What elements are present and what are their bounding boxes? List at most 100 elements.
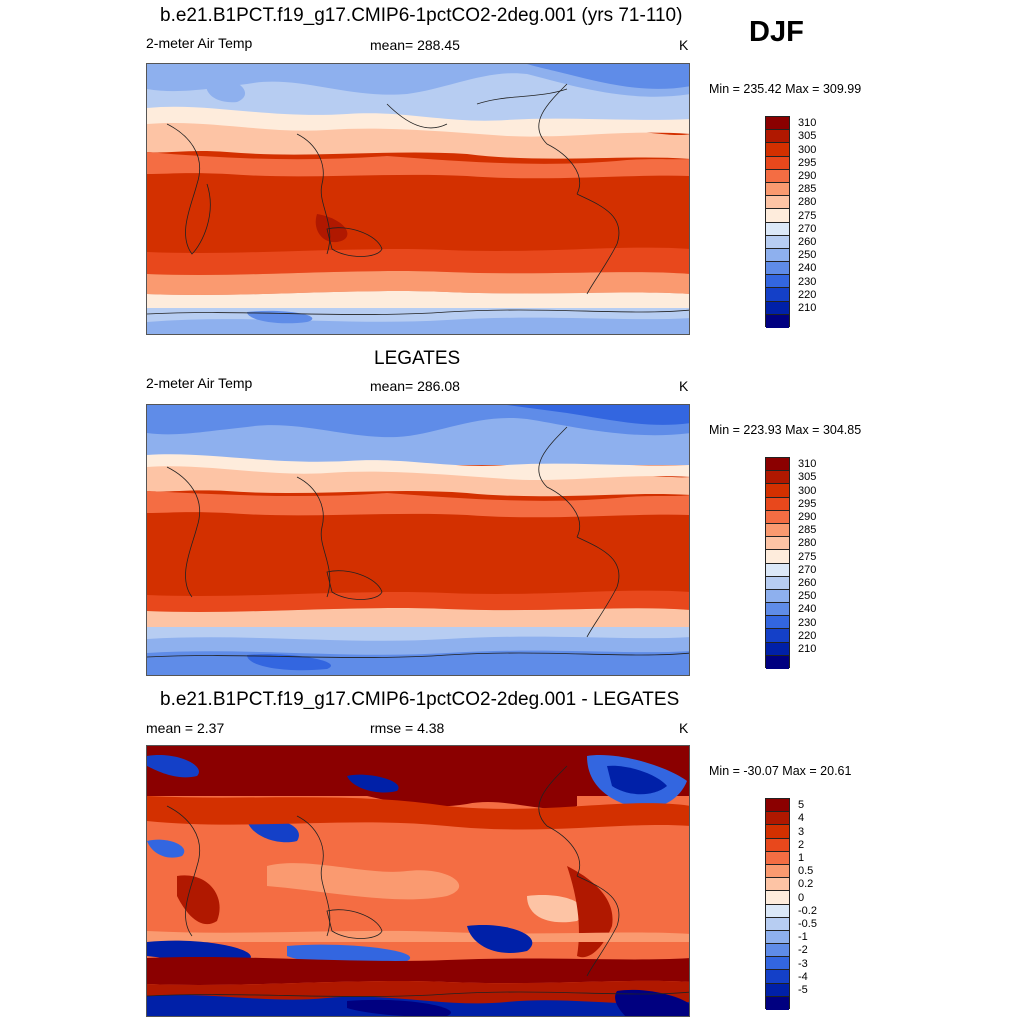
panel2-title: LEGATES [374,348,461,369]
panel3-unit-label: K [679,720,689,736]
panel3-colorbar [765,798,790,1010]
colorbar-segment [766,970,789,984]
colorbar-segment [766,825,789,839]
colorbar-segment [766,222,789,236]
colorbar-segment [766,301,789,315]
colorbar-tick-label: 275 [798,209,817,222]
panel1-minmax: Min = 235.42 Max = 309.99 [709,82,862,96]
colorbar-segment [766,288,789,302]
panel3-rmse-label: rmse = 4.38 [370,720,445,736]
colorbar-segment [766,510,789,524]
colorbar-segment [766,589,789,604]
colorbar-tick-label: 310 [798,458,817,471]
colorbar-tick-label: 260 [798,235,817,248]
colorbar-segment [766,799,789,813]
colorbar-segment [766,576,789,590]
colorbar-segment [766,275,789,289]
colorbar-segment [766,182,789,197]
colorbar-tick-label: 290 [798,170,817,182]
colorbar-tick-label: 305 [798,471,817,484]
colorbar-tick-label: 210 [798,642,817,655]
colorbar-segment [766,471,789,485]
colorbar-tick-label: -5 [798,983,808,996]
colorbar-tick-label: 3 [798,825,805,838]
colorbar-segment [766,891,789,905]
colorbar-tick-label: 250 [798,590,817,603]
colorbar-segment [766,603,789,617]
panel1-title: b.e21.B1PCT.f19_g17.CMIP6-1pctCO2-2deg.0… [160,5,683,26]
colorbar-segment [766,196,789,210]
colorbar-tick-label: 240 [798,262,817,275]
colorbar-segment [766,156,789,170]
colorbar-tick-label: 285 [798,524,817,537]
colorbar-segment [766,537,789,551]
colorbar-tick-label: 300 [798,143,817,156]
colorbar-tick-label: 280 [798,196,817,209]
colorbar-tick-label: 210 [798,301,817,314]
colorbar-tick-label: 240 [798,603,817,616]
colorbar-tick-label: 0.2 [798,878,814,891]
colorbar-segment [766,812,789,826]
colorbar-segment [766,642,789,656]
colorbar-segment [766,169,789,183]
colorbar-tick-label: 5 [798,799,805,812]
colorbar-tick-label: 260 [798,576,817,589]
colorbar-segment [766,143,789,157]
colorbar-tick-label: 305 [798,130,817,143]
panel1-variable-label: 2-meter Air Temp [146,35,253,51]
panel2-variable-label: 2-meter Air Temp [146,375,253,391]
panel2-minmax: Min = 223.93 Max = 304.85 [709,423,862,437]
colorbar-tick-label: 0 [798,891,805,904]
colorbar-tick-label: 275 [798,550,817,563]
panel1-mean-label: mean= 288.45 [370,37,460,53]
colorbar-segment [766,983,789,997]
colorbar-segment [766,130,789,144]
colorbar-tick-label: 1 [798,852,805,864]
colorbar-tick-label: -1 [798,931,808,944]
panel2-unit-label: K [679,378,689,394]
colorbar-segment [766,235,789,249]
colorbar-segment [766,262,789,276]
panel2-mean-label: mean= 286.08 [370,378,460,394]
panel3-title: b.e21.B1PCT.f19_g17.CMIP6-1pctCO2-2deg.0… [160,689,680,710]
panel3-mean-label: mean = 2.37 [146,720,225,736]
colorbar-segment [766,851,789,865]
colorbar-tick-label: -3 [798,957,808,970]
colorbar-segment [766,864,789,879]
colorbar-tick-label: 270 [798,222,817,235]
panel1-colorbar [765,116,790,328]
difference-map [146,745,690,1017]
colorbar-tick-label: 220 [798,288,817,301]
colorbar-tick-label: 280 [798,537,817,550]
colorbar-segment [766,458,789,472]
colorbar-segment [766,904,789,918]
colorbar-segment [766,655,789,669]
season-label: DJF [749,16,804,48]
colorbar-segment [766,314,789,328]
model-temperature-map [146,63,690,335]
panel2-colorbar [765,457,790,669]
colorbar-segment [766,629,789,643]
colorbar-segment [766,484,789,498]
colorbar-tick-label: 295 [798,156,817,169]
panel1-unit-label: K [679,37,689,53]
colorbar-segment [766,209,789,223]
colorbar-tick-label: -2 [798,944,808,957]
colorbar-tick-label: 300 [798,484,817,497]
colorbar-segment [766,957,789,971]
colorbar-tick-label: 250 [798,249,817,262]
colorbar-tick-label: 230 [798,275,817,288]
colorbar-tick-label: 270 [798,563,817,576]
colorbar-tick-label: 285 [798,183,817,196]
colorbar-tick-label: 4 [798,812,805,825]
colorbar-tick-label: 2 [798,838,805,851]
colorbar-segment [766,117,789,131]
panel3-minmax: Min = -30.07 Max = 20.61 [709,764,852,778]
colorbar-segment [766,930,789,945]
colorbar-segment [766,616,789,630]
colorbar-tick-label: -4 [798,970,808,983]
colorbar-segment [766,550,789,564]
colorbar-segment [766,248,789,263]
colorbar-segment [766,996,789,1010]
colorbar-tick-label: 295 [798,497,817,510]
